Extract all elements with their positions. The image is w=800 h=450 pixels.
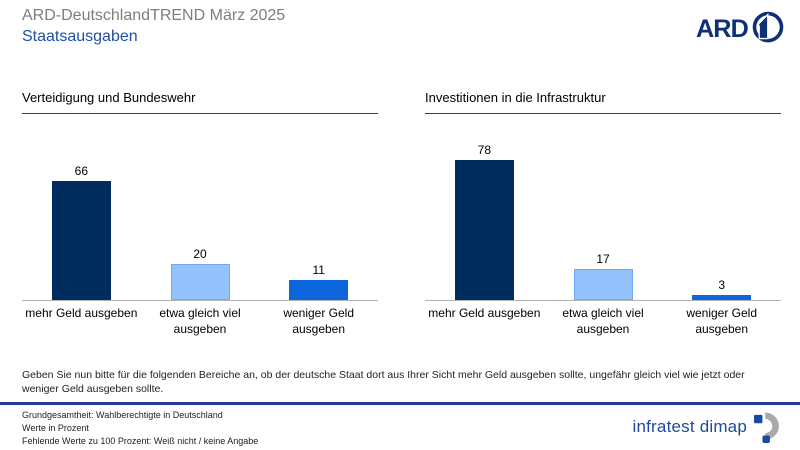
svg-text:ARD: ARD <box>696 15 749 43</box>
survey-question-text: Geben Sie nun bitte für die folgenden Be… <box>22 369 745 396</box>
bar <box>289 280 349 300</box>
footnotes: Grundgesamtheit: Wahlberechtigte in Deut… <box>22 409 258 448</box>
category-axis: mehr Geld ausgeben etwa gleich viel ausge… <box>22 301 378 337</box>
bar <box>454 159 514 300</box>
bar-column: 11 <box>259 263 378 300</box>
bar-value-label: 20 <box>193 247 207 261</box>
footer-divider <box>0 402 800 405</box>
category-label: mehr Geld ausgeben <box>428 306 541 320</box>
page-subtitle: Staatsausgaben <box>22 28 138 45</box>
bar <box>692 294 752 300</box>
chart-panel-infrastruktur: Investitionen in die Infrastruktur 78 17 3… <box>425 90 781 337</box>
chart-title: Investitionen in die Infrastruktur <box>425 90 781 114</box>
bar-value-label: 11 <box>312 263 325 278</box>
category-label: etwa gleich viel ausgeben <box>159 306 241 336</box>
category-label: etwa gleich viel ausgeben <box>562 306 644 336</box>
ard-logo-icon: ARD <box>696 11 784 43</box>
category-label: weniger Geld ausgeben <box>283 306 355 336</box>
infratest-dimap-label: infratest dimap <box>632 417 747 436</box>
bar-chart-area: 78 17 3 <box>425 114 781 301</box>
footnote-line: Fehlende Werte zu 100 Prozent: Weiß nich… <box>22 436 259 447</box>
chart-title: Verteidigung und Bundeswehr <box>22 90 378 114</box>
category-axis: mehr Geld ausgeben etwa gleich viel ausge… <box>425 301 781 337</box>
bar-value-label: 17 <box>596 252 610 267</box>
bar-column: 3 <box>662 278 781 300</box>
page-title: ARD-DeutschlandTREND März 2025 <box>22 7 286 24</box>
category-label: weniger Geld ausgeben <box>686 306 758 336</box>
bar <box>51 181 111 300</box>
infratest-dimap-branding: infratest dimap <box>633 411 785 443</box>
bar <box>170 264 230 300</box>
bar-column: 17 <box>544 252 663 300</box>
bar-column: 78 <box>425 143 544 300</box>
category-label: mehr Geld ausgeben <box>25 306 138 320</box>
chart-panel-verteidigung: Verteidigung und Bundeswehr 66 20 11 mehr … <box>22 90 378 337</box>
bar-value-label: 3 <box>718 277 726 292</box>
footnote-line: Grundgesamtheit: Wahlberechtigte in Deut… <box>22 410 223 420</box>
bar-value-label: 66 <box>74 164 89 179</box>
bar-column: 20 <box>141 247 260 300</box>
footnote-line: Werte in Prozent <box>22 423 89 434</box>
bar-column: 66 <box>22 164 141 300</box>
infratest-dimap-logo-icon <box>754 412 779 443</box>
bar-chart-area: 66 20 11 <box>22 114 378 301</box>
bar <box>573 269 633 300</box>
bar-value-label: 78 <box>477 142 492 157</box>
